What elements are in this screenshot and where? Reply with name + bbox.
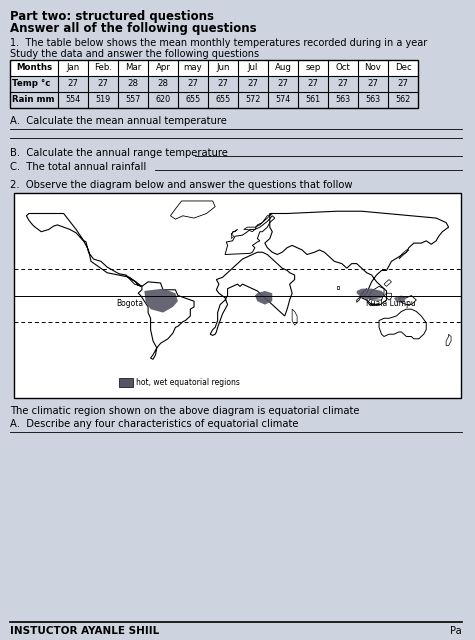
Text: Kuala Lumpu: Kuala Lumpu	[366, 298, 416, 307]
Bar	[14, 193, 461, 398]
Text: Pa: Pa	[450, 626, 462, 636]
Text: Mar: Mar	[125, 63, 141, 72]
Text: 27: 27	[307, 79, 319, 88]
Text: Months: Months	[16, 63, 52, 72]
Text: 27: 27	[368, 79, 379, 88]
Text: 27: 27	[338, 79, 349, 88]
Text: 574: 574	[276, 95, 291, 104]
Text: 563: 563	[335, 95, 351, 104]
Polygon shape	[357, 289, 384, 300]
Text: 655: 655	[215, 95, 231, 104]
Text: 1.  The table below shows the mean monthly temperatures recorded during in a yea: 1. The table below shows the mean monthl…	[10, 38, 427, 48]
Text: 27: 27	[188, 79, 199, 88]
Text: 562: 562	[395, 95, 410, 104]
Text: sep: sep	[305, 63, 321, 72]
Text: 27: 27	[97, 79, 108, 88]
Text: Temp °c: Temp °c	[12, 79, 50, 88]
Text: Rain mm: Rain mm	[12, 95, 55, 104]
Text: Dec: Dec	[395, 63, 411, 72]
Text: 563: 563	[365, 95, 380, 104]
Text: Answer all of the following questions: Answer all of the following questions	[10, 22, 256, 35]
Text: Nov: Nov	[365, 63, 381, 72]
Text: hot, wet equatorial regions: hot, wet equatorial regions	[136, 378, 240, 387]
Text: A.  Describe any four characteristics of equatorial climate: A. Describe any four characteristics of …	[10, 419, 298, 429]
Text: A.  Calculate the mean annual temperature: A. Calculate the mean annual temperature	[10, 116, 227, 126]
Text: may: may	[184, 63, 202, 72]
Text: Part two: structured questions: Part two: structured questions	[10, 10, 214, 23]
Text: 27: 27	[67, 79, 78, 88]
Text: 561: 561	[305, 95, 321, 104]
Text: 27: 27	[247, 79, 258, 88]
Text: 27: 27	[398, 79, 408, 88]
Text: 27: 27	[277, 79, 288, 88]
Text: 620: 620	[155, 95, 171, 104]
Text: INSTUCTOR AYANLE SHIIL: INSTUCTOR AYANLE SHIIL	[10, 626, 159, 636]
Polygon shape	[394, 296, 407, 302]
Text: 27: 27	[218, 79, 228, 88]
Text: 655: 655	[185, 95, 200, 104]
Bar	[10, 60, 418, 76]
Text: 557: 557	[125, 95, 141, 104]
Text: 519: 519	[95, 95, 111, 104]
Text: 28: 28	[158, 79, 169, 88]
Text: The climatic region shown on the above diagram is equatorial climate: The climatic region shown on the above d…	[10, 406, 360, 416]
Text: 28: 28	[127, 79, 139, 88]
Text: Apr: Apr	[156, 63, 171, 72]
Text: B.  Calculate the annual range temperature: B. Calculate the annual range temperatur…	[10, 148, 228, 158]
Text: 572: 572	[245, 95, 261, 104]
Polygon shape	[255, 291, 272, 305]
Text: Jan: Jan	[66, 63, 80, 72]
Text: 2.  Observe the diagram below and answer the questions that follow: 2. Observe the diagram below and answer …	[10, 180, 352, 190]
Text: 554: 554	[66, 95, 81, 104]
Text: Jun: Jun	[216, 63, 230, 72]
Text: Oct: Oct	[335, 63, 351, 72]
Text: Aug: Aug	[275, 63, 292, 72]
Text: Study the data and answer the following questions: Study the data and answer the following …	[10, 49, 259, 59]
Polygon shape	[144, 289, 178, 312]
Text: Feb.: Feb.	[94, 63, 112, 72]
Bar	[10, 60, 418, 108]
Text: Jul: Jul	[248, 63, 258, 72]
Bar	[119, 378, 133, 387]
Text: Bogota: Bogota	[116, 298, 143, 307]
Text: C.  The total annual rainfall: C. The total annual rainfall	[10, 162, 146, 172]
